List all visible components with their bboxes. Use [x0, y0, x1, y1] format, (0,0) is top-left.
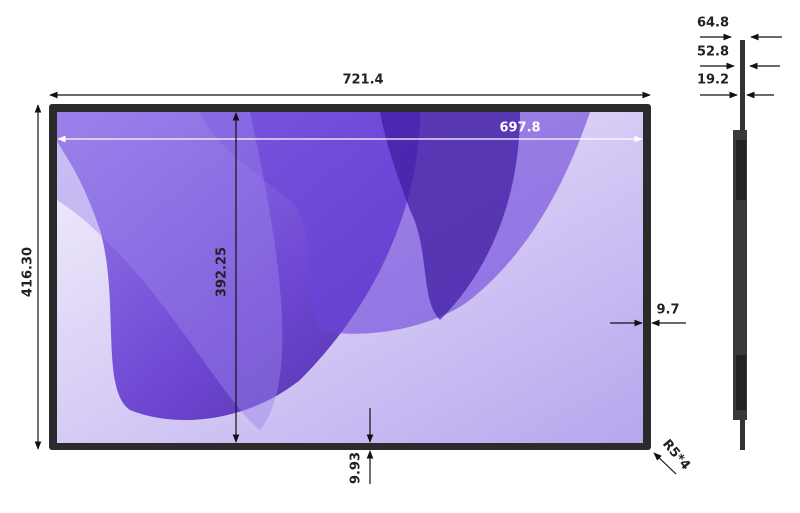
dim-corner-radius: R5*4	[659, 437, 693, 473]
dim-screen-width: 697.8	[499, 121, 540, 136]
dim-height: 416.30	[21, 247, 36, 297]
dim-bottom-bezel: 9.93	[349, 452, 364, 484]
dim-panel-depth: 19.2	[697, 73, 729, 88]
dim-screen-height: 392.25	[215, 247, 230, 297]
dim-total-depth: 64.8	[697, 16, 729, 31]
side-view	[733, 40, 747, 450]
dim-side-bezel: 9.7	[656, 303, 679, 318]
dim-mid-depth: 52.8	[697, 45, 729, 60]
screen-image	[57, 112, 643, 443]
dim-width: 721.4	[342, 73, 383, 88]
